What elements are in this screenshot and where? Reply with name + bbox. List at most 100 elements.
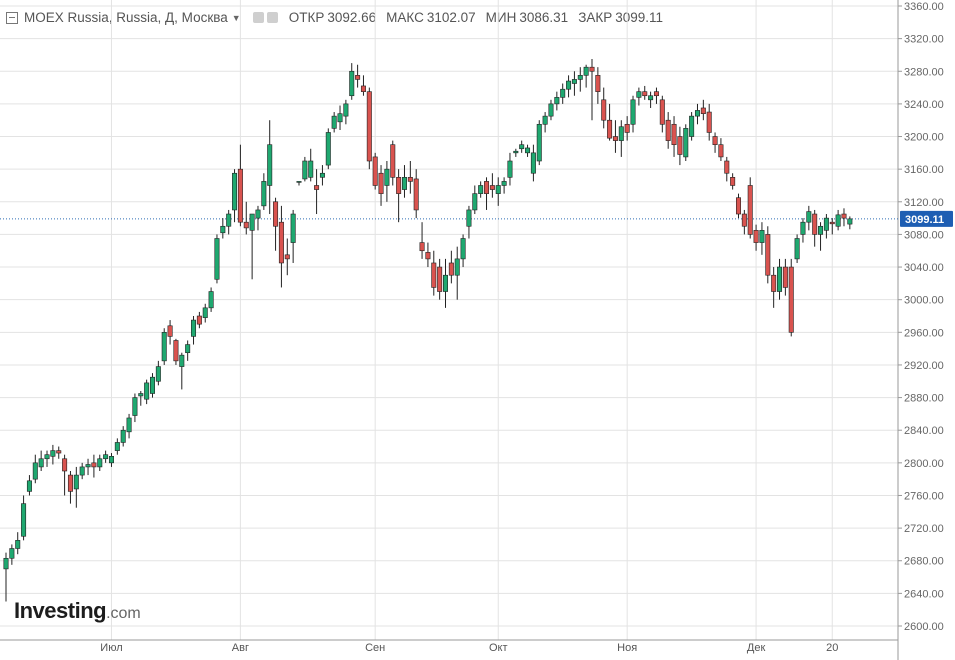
candle[interactable] — [126, 413, 132, 439]
candle[interactable] — [806, 205, 812, 231]
candle[interactable] — [9, 544, 15, 565]
candle[interactable] — [507, 152, 513, 186]
candle[interactable] — [466, 205, 472, 239]
candle[interactable] — [741, 209, 747, 235]
candle[interactable] — [355, 64, 361, 88]
candle[interactable] — [747, 177, 753, 239]
candle[interactable] — [730, 173, 736, 190]
candle[interactable] — [519, 140, 525, 153]
candle[interactable] — [484, 177, 490, 210]
candle[interactable] — [419, 222, 425, 259]
candle[interactable] — [448, 250, 454, 284]
candle[interactable] — [325, 128, 331, 170]
chevron-down-icon[interactable]: ▼ — [231, 12, 241, 23]
candle[interactable] — [73, 466, 79, 508]
candle[interactable] — [818, 222, 824, 251]
candle[interactable] — [390, 140, 396, 186]
candle[interactable] — [595, 67, 601, 104]
candle[interactable] — [542, 112, 548, 133]
candle[interactable] — [577, 67, 583, 92]
candle[interactable] — [185, 340, 191, 361]
candle[interactable] — [560, 83, 566, 104]
candle[interactable] — [554, 91, 560, 111]
candle[interactable] — [85, 458, 91, 476]
candle[interactable] — [718, 138, 724, 161]
candle[interactable] — [823, 214, 829, 239]
candle[interactable] — [677, 126, 683, 166]
candle[interactable] — [144, 379, 150, 405]
candle[interactable] — [284, 238, 290, 276]
candle[interactable] — [612, 120, 618, 153]
candle[interactable] — [108, 453, 114, 467]
candle[interactable] — [3, 552, 9, 602]
instrument-title[interactable]: MOEX Russia, Russia, Д, Москва — [24, 10, 228, 25]
candle[interactable] — [712, 132, 718, 153]
candle[interactable] — [155, 360, 161, 386]
candle[interactable] — [114, 438, 120, 455]
candle[interactable] — [237, 144, 243, 227]
candle[interactable] — [337, 105, 343, 130]
candle[interactable] — [771, 267, 777, 308]
candle[interactable] — [413, 169, 419, 219]
candle[interactable] — [319, 165, 325, 186]
candle[interactable] — [161, 328, 167, 365]
candle[interactable] — [794, 234, 800, 263]
candle[interactable] — [624, 116, 630, 141]
candle[interactable] — [103, 450, 109, 463]
candle[interactable] — [495, 177, 501, 206]
candle[interactable] — [683, 124, 689, 161]
candle[interactable] — [753, 224, 759, 251]
candle[interactable] — [173, 338, 179, 365]
candle[interactable] — [202, 303, 208, 323]
candle[interactable] — [261, 173, 267, 210]
candle[interactable] — [800, 218, 806, 243]
candle[interactable] — [536, 120, 542, 166]
candle[interactable] — [255, 205, 261, 231]
candle[interactable] — [724, 156, 730, 182]
candle[interactable] — [308, 148, 314, 182]
candle[interactable] — [530, 144, 536, 182]
candle[interactable] — [384, 161, 390, 202]
candle[interactable] — [191, 316, 197, 345]
candle[interactable] — [735, 193, 741, 219]
candle[interactable] — [208, 287, 214, 312]
candle[interactable] — [132, 393, 138, 423]
candle[interactable] — [642, 85, 648, 100]
candle[interactable] — [220, 218, 226, 239]
candle[interactable] — [835, 209, 841, 231]
candle[interactable] — [26, 475, 32, 496]
candle[interactable] — [671, 116, 677, 157]
candle[interactable] — [782, 258, 788, 296]
candle[interactable] — [302, 156, 308, 182]
candle[interactable] — [566, 75, 572, 98]
candle[interactable] — [15, 532, 21, 555]
candle[interactable] — [32, 454, 38, 484]
candle[interactable] — [601, 87, 607, 129]
candle[interactable] — [378, 165, 384, 206]
candle[interactable] — [21, 495, 27, 541]
candle[interactable] — [788, 258, 794, 337]
candle[interactable] — [232, 169, 238, 223]
candle[interactable] — [372, 152, 378, 190]
candle[interactable] — [56, 446, 62, 459]
candle[interactable] — [167, 320, 173, 345]
candle[interactable] — [214, 234, 220, 284]
candle[interactable] — [343, 99, 349, 125]
candle[interactable] — [91, 454, 97, 478]
candle[interactable] — [120, 426, 126, 447]
candle[interactable] — [290, 209, 296, 263]
candle[interactable] — [759, 222, 765, 255]
candle[interactable] — [460, 234, 466, 268]
candle[interactable] — [366, 87, 372, 170]
candle[interactable] — [618, 120, 624, 157]
candle[interactable] — [278, 205, 284, 288]
candle[interactable] — [360, 75, 366, 96]
candle[interactable] — [273, 197, 279, 251]
candle[interactable] — [478, 181, 484, 198]
candle[interactable] — [501, 177, 507, 194]
candle[interactable] — [331, 112, 337, 133]
candle[interactable] — [472, 185, 478, 215]
candle[interactable] — [689, 112, 695, 141]
candle[interactable] — [454, 246, 460, 300]
candle[interactable] — [50, 444, 56, 465]
